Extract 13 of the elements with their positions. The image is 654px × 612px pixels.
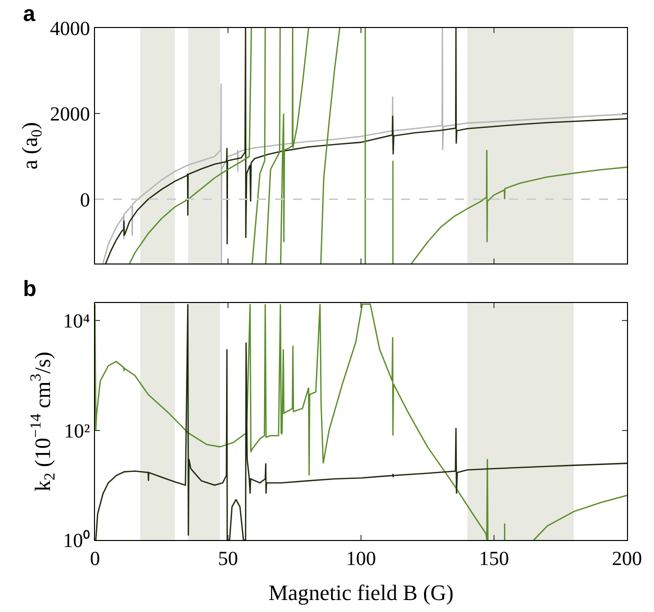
x-tick-label: 150: [479, 548, 509, 570]
x-tick-label: 100: [346, 548, 376, 570]
y-tick-label: 0: [80, 189, 90, 212]
x-axis-title: Magnetic field B (G): [268, 580, 454, 605]
y-tick-label: 10²: [64, 420, 90, 442]
y-tick-label: 2000: [50, 104, 90, 126]
y-tick-label: 10⁴: [63, 310, 90, 333]
y-tick-label: 4000: [50, 18, 90, 40]
y-tick-label: 10⁰: [63, 529, 90, 552]
x-tick-label: 200: [612, 548, 642, 570]
chart-title: a: [23, 1, 36, 26]
x-tick-label: 50: [218, 548, 238, 570]
chart-title: b: [23, 276, 36, 301]
